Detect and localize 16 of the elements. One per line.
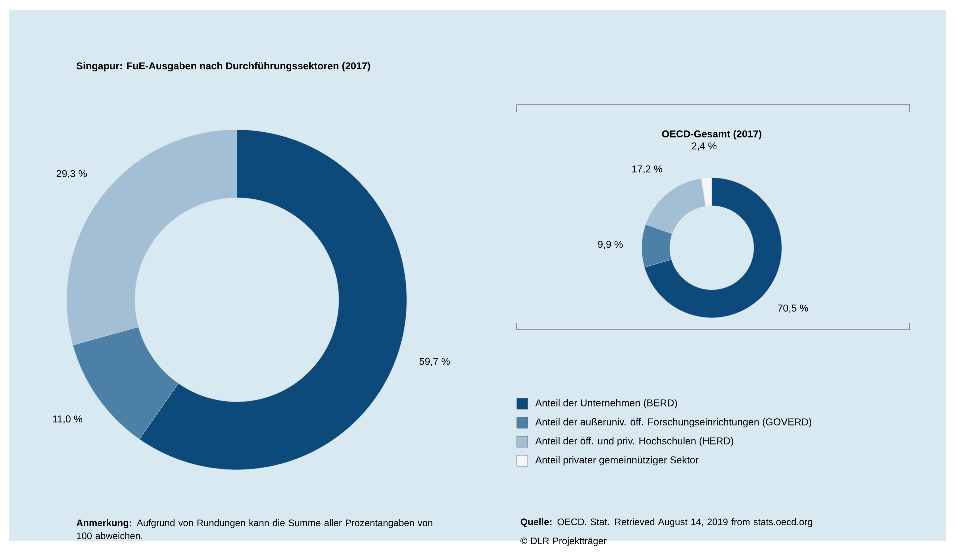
data-label: 2,4 % — [692, 142, 717, 151]
legend-label: Anteil privater gemeinnütziger Sektor — [536, 456, 699, 466]
chart-title: Singapur: FuE-Ausgaben nach Durchführungssektoren (2017) — [76, 62, 370, 72]
legend-label: Anteil der öff. und priv. Hochschulen (HERD) — [536, 437, 734, 447]
legend-label: Anteil der außeruniv. öff. Forschungseinrichtungen (GOVERD) — [536, 418, 812, 428]
legend-label: Anteil der Unternehmen (BERD) — [536, 399, 678, 409]
data-label: 29,3 % — [56, 170, 88, 179]
text: Quelle: OECD. Stat. Retrieved August 14, 2019 from stats.oecd.org — [520, 518, 812, 528]
data-label: 11,0 % — [53, 416, 82, 424]
data-label: 70,5 % — [778, 304, 808, 314]
text: © DLR Projektträger — [520, 538, 607, 546]
data-label: 59,7 % — [420, 358, 450, 366]
data-label: 17,2 % — [632, 166, 662, 174]
chart-title: OECD-Gesamt (2017) — [662, 130, 762, 140]
data-label: 9,9 % — [598, 241, 623, 250]
text: Anmerkung: Aufgrund von Rundungen kann die Summe aller Prozentangaben von 100 abweichen. — [76, 520, 433, 540]
